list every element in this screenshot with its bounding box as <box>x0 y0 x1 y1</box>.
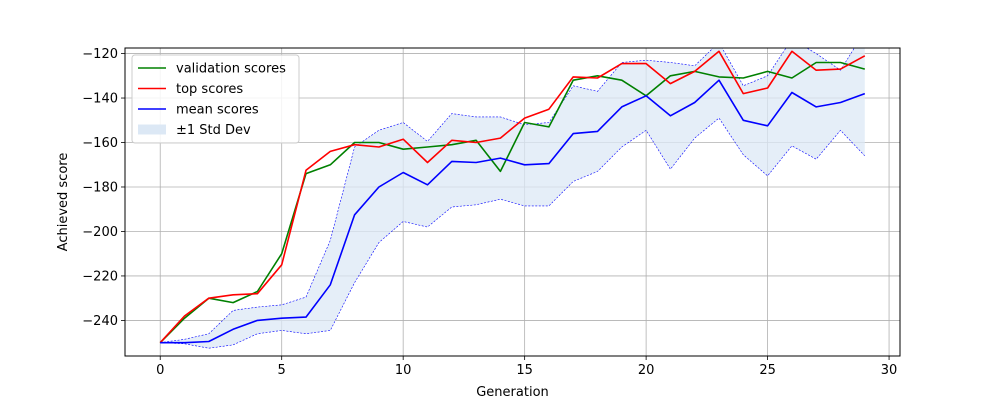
plot-frame <box>124 47 901 357</box>
legend: validation scores top scores mean scores ±1… <box>131 54 300 144</box>
x-tick-label: 25 <box>759 363 776 378</box>
legend-band-swatch <box>138 124 166 135</box>
y-tick-label: −120 <box>82 47 118 62</box>
y-tick-label: −160 <box>82 136 118 151</box>
series-line-top-scores <box>159 50 866 344</box>
legend-label: mean scores <box>176 103 259 118</box>
y-tick-label: −180 <box>82 180 118 195</box>
legend-label: ±1 Std Dev <box>176 123 251 138</box>
y-tick-label: −200 <box>82 225 118 240</box>
std-band-fill <box>160 48 865 349</box>
y-tick-label: −140 <box>82 92 118 107</box>
std-band-lower-edge <box>160 117 865 349</box>
x-axis-label: Generation <box>476 385 549 400</box>
y-tick-label: −240 <box>82 314 118 329</box>
legend-label: validation scores <box>176 62 286 77</box>
legend-box <box>131 54 300 144</box>
x-tick-label: 20 <box>638 363 655 378</box>
y-axis-label: Achieved score <box>56 153 71 252</box>
std-band-layer <box>160 48 865 349</box>
x-axis-ticks: 0 5 10 15 20 25 30 <box>156 356 897 378</box>
legend-label: top scores <box>176 82 243 97</box>
std-band-upper-edge <box>160 48 855 343</box>
series-line-validation-scores <box>159 61 866 344</box>
series-layer <box>159 50 866 344</box>
x-tick-label: 30 <box>881 363 898 378</box>
x-tick-label: 10 <box>395 363 412 378</box>
x-tick-label: 0 <box>156 363 164 378</box>
x-tick-label: 15 <box>516 363 533 378</box>
series-line-mean-scores <box>160 79 866 344</box>
x-tick-label: 5 <box>278 363 286 378</box>
y-axis-ticks: −240 −220 −200 −180 −160 −140 −120 <box>82 47 125 329</box>
y-tick-label: −220 <box>82 269 118 284</box>
